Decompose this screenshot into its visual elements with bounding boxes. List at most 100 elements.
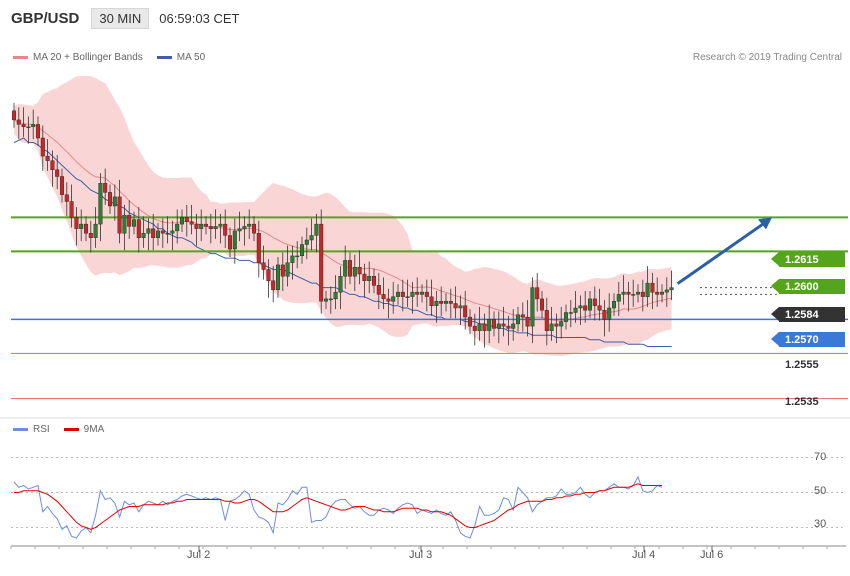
candle-body xyxy=(131,219,136,227)
candle-body xyxy=(636,291,641,295)
candle-body xyxy=(472,325,477,331)
candle-body xyxy=(213,226,218,229)
candle-body xyxy=(564,312,569,322)
candle-body xyxy=(227,235,232,250)
candle-body xyxy=(420,291,425,295)
legend-bb-swatch xyxy=(13,56,28,59)
candle-body xyxy=(93,223,98,238)
level-label-last-price: 1.2584 xyxy=(771,307,845,322)
candle-body xyxy=(242,226,247,229)
candle-body xyxy=(208,226,213,229)
level-label-resistance-1: 1.2600 xyxy=(771,279,845,294)
candle-body xyxy=(83,223,88,234)
candle-body xyxy=(525,316,530,327)
candle-body xyxy=(103,183,108,193)
candle-body xyxy=(506,325,511,329)
candle-body xyxy=(372,276,377,286)
candle-body xyxy=(554,323,559,327)
rsi-tick-label: 50 xyxy=(814,485,827,497)
candle-body xyxy=(602,310,607,320)
candle-body xyxy=(496,323,501,329)
candle-body xyxy=(50,160,55,170)
candle-body xyxy=(40,137,45,157)
candle-body xyxy=(616,294,621,302)
candle-body xyxy=(362,273,367,282)
candle-body xyxy=(218,223,223,227)
candle-body xyxy=(583,305,588,311)
candle-body xyxy=(276,264,281,290)
candle-body xyxy=(79,223,84,229)
candle-body xyxy=(559,321,564,327)
candle-body xyxy=(511,323,516,329)
rsi-tick-label: 70 xyxy=(814,451,827,463)
level-label-pivot: 1.2570 xyxy=(771,332,845,347)
candle-body xyxy=(74,217,79,229)
candle-body xyxy=(112,196,117,207)
candle-body xyxy=(285,262,290,277)
candle-body xyxy=(655,291,660,295)
candle-body xyxy=(328,298,333,301)
level-label-resistance-2: 1.2615 xyxy=(771,252,845,267)
candle-body xyxy=(568,312,573,314)
candle-body xyxy=(348,260,353,277)
candle-body xyxy=(631,294,636,296)
rsi-tick-label: 30 xyxy=(814,518,827,530)
candle-body xyxy=(453,303,458,309)
candle-body xyxy=(324,298,329,302)
candle-body xyxy=(501,323,506,327)
candle-body xyxy=(396,291,401,297)
candle-body xyxy=(434,301,439,306)
bollinger-band xyxy=(14,76,672,356)
level-label-support-2: 1.2535 xyxy=(785,396,819,408)
candle-body xyxy=(621,291,626,295)
candle-body xyxy=(170,230,175,234)
ma50-line xyxy=(13,137,672,347)
candle-body xyxy=(516,314,521,325)
symbol-label: GBP/USD xyxy=(11,9,80,27)
candle-body xyxy=(175,223,180,232)
candle-body xyxy=(650,282,655,293)
candle-body xyxy=(592,298,597,306)
candle-body xyxy=(477,323,482,331)
candle-body xyxy=(376,285,381,295)
candle-body xyxy=(660,291,665,295)
legend-bb: MA 20 + Bollinger Bands xyxy=(13,52,143,63)
candle-body xyxy=(290,255,295,263)
candle-body xyxy=(343,260,348,277)
candle-body xyxy=(256,232,261,263)
candle-body xyxy=(266,269,271,282)
candle-body xyxy=(194,223,199,229)
candle-body xyxy=(429,296,434,307)
candle-body xyxy=(64,194,69,202)
x-tick-label: Jul 3 xyxy=(409,549,433,561)
chart-header: GBP/USD 30 MIN 06:59:03 CET xyxy=(0,0,850,36)
legend-ma9-label: 9MA xyxy=(83,424,105,435)
candle-body xyxy=(333,291,338,300)
candle-body xyxy=(141,232,146,238)
candle-body xyxy=(295,255,300,258)
candle-body xyxy=(117,196,122,234)
candle-body xyxy=(391,296,396,302)
timeframe-selector[interactable]: 30 MIN xyxy=(91,7,150,29)
legend-ma9-swatch xyxy=(63,428,79,431)
candle-body xyxy=(160,230,165,234)
rsi-line xyxy=(13,475,663,539)
candle-body xyxy=(487,319,492,331)
candle-body xyxy=(199,223,204,229)
candle-body xyxy=(184,217,189,223)
candle-body xyxy=(88,232,93,238)
projection-arrow-head xyxy=(758,217,772,230)
candle-body xyxy=(247,223,252,227)
candle-body xyxy=(357,267,362,275)
candle-body xyxy=(165,232,170,235)
candle-body xyxy=(36,124,41,139)
candle-body xyxy=(251,223,256,234)
candle-body xyxy=(107,192,112,207)
candle-body xyxy=(11,110,16,121)
candle-body xyxy=(386,298,391,302)
ma20-line xyxy=(13,119,672,322)
level-value: 1.2570 xyxy=(785,333,819,346)
level-value: 1.2600 xyxy=(785,280,819,293)
legend-rsi: RSI xyxy=(13,424,50,435)
